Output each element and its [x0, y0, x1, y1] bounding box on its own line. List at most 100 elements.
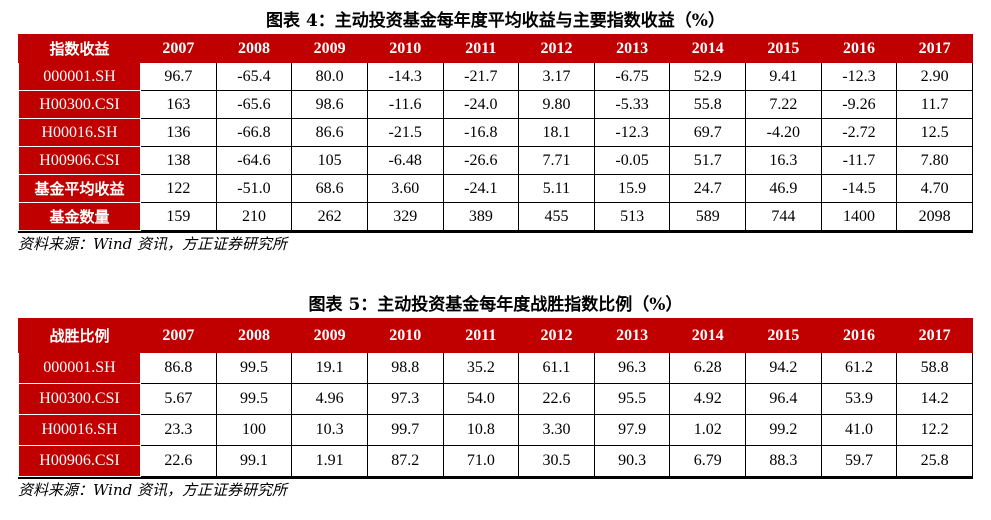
table1-header-year: 2017: [896, 34, 973, 63]
table-cell: -21.5: [366, 118, 444, 147]
table2-header-year: 2008: [215, 318, 293, 353]
table2-header-year: 2009: [291, 318, 368, 353]
table-cell: -4.20: [745, 118, 822, 147]
table-cell: 97.3: [366, 383, 444, 415]
row-label: 000001.SH: [18, 62, 141, 91]
table-cell: 52.9: [669, 62, 746, 91]
table2-header-year: 2014: [669, 318, 746, 353]
table-cell: -14.5: [820, 174, 898, 203]
table-cell: 2098: [896, 202, 973, 231]
table1-block: 图表 4：主动投资基金每年度平均收益与主要指数收益（%） 指数收益 2007 200…: [18, 8, 973, 255]
row-label: H00016.SH: [18, 118, 141, 147]
table-cell: 122: [140, 174, 217, 203]
table-cell: 4.92: [669, 383, 746, 415]
table-cell: 35.2: [442, 352, 520, 384]
table-cell: 513: [593, 202, 671, 231]
table-cell: 99.1: [215, 445, 293, 477]
table-cell: 98.8: [366, 352, 444, 384]
table1-title: 图表 4：主动投资基金每年度平均收益与主要指数收益（%）: [266, 11, 725, 31]
table-cell: 2.90: [896, 62, 973, 91]
table-cell: 86.8: [140, 352, 217, 384]
table2-source: 资料来源：Wind 资讯，方正证券研究所: [18, 477, 973, 501]
table-cell: 159: [140, 202, 217, 231]
table-cell: -9.26: [820, 90, 898, 119]
table-cell: 24.7: [669, 174, 746, 203]
table-cell: 14.2: [896, 383, 973, 415]
table2-header-year: 2011: [442, 318, 520, 353]
table1-header-year: 2010: [366, 34, 444, 63]
table1-header-year: 2008: [215, 34, 293, 63]
table2-header-year: 2007: [140, 318, 217, 353]
table-cell: 22.6: [518, 383, 595, 415]
table-cell: 7.22: [745, 90, 822, 119]
table-cell: 1400: [820, 202, 898, 231]
table-cell: 51.7: [669, 146, 746, 175]
table-cell: 96.7: [140, 62, 217, 91]
row-label: 000001.SH: [18, 352, 141, 384]
table-cell: 7.80: [896, 146, 973, 175]
table-cell: 4.96: [291, 383, 368, 415]
table-cell: 6.28: [669, 352, 746, 384]
table-cell: 744: [745, 202, 822, 231]
table-cell: -21.7: [442, 62, 520, 91]
table-cell: 262: [291, 202, 368, 231]
table-cell: 58.8: [896, 352, 973, 384]
table-cell: 210: [215, 202, 293, 231]
table-row: H00016.SH 136 -66.8 86.6 -21.5 -16.8 18.1 -12.3…: [18, 118, 973, 147]
table-cell: 46.9: [745, 174, 822, 203]
table1-header-year: 2014: [669, 34, 746, 63]
table-cell: 163: [140, 90, 217, 119]
table-cell: 10.8: [442, 414, 520, 446]
table-cell: 59.7: [820, 445, 898, 477]
table-cell: 455: [518, 202, 595, 231]
table-cell: 99.7: [366, 414, 444, 446]
table-cell: -16.8: [442, 118, 520, 147]
table-cell: 138: [140, 146, 217, 175]
table1-header-year: 2015: [745, 34, 822, 63]
table-cell: 105: [291, 146, 368, 175]
table2-header-year: 2010: [366, 318, 444, 353]
table-cell: -6.75: [593, 62, 671, 91]
table-cell: 11.7: [896, 90, 973, 119]
table-cell: 7.71: [518, 146, 595, 175]
table-cell: 69.7: [669, 118, 746, 147]
table1: 指数收益 2007 2008 2009 2010 2011 2012 2013 2014 2015…: [18, 34, 973, 231]
table2-header-year: 2016: [820, 318, 898, 353]
table-cell: -64.6: [215, 146, 293, 175]
table-cell: -24.1: [442, 174, 520, 203]
table-cell: 389: [442, 202, 520, 231]
table1-header-year: 2012: [518, 34, 595, 63]
table-cell: -65.6: [215, 90, 293, 119]
table-cell: 96.4: [745, 383, 822, 415]
table1-header-year: 2013: [593, 34, 671, 63]
table-cell: 53.9: [820, 383, 898, 415]
table-cell: 61.2: [820, 352, 898, 384]
table2-header-year: 2017: [896, 318, 973, 353]
table-cell: -26.6: [442, 146, 520, 175]
table-cell: 4.70: [896, 174, 973, 203]
table-cell: 61.1: [518, 352, 595, 384]
table-row: H00300.CSI 5.67 99.5 4.96 97.3 54.0 22.6 95.5 4.…: [18, 383, 973, 415]
table-cell: 55.8: [669, 90, 746, 119]
table-cell: 88.3: [745, 445, 822, 477]
table-cell: 18.1: [518, 118, 595, 147]
table-cell: 94.2: [745, 352, 822, 384]
table-cell: 19.1: [291, 352, 368, 384]
table-cell: 589: [669, 202, 746, 231]
table-cell: 9.41: [745, 62, 822, 91]
table2-header-label: 战胜比例: [18, 318, 141, 353]
table-cell: -14.3: [366, 62, 444, 91]
table-row: H00300.CSI 163 -65.6 98.6 -11.6 -24.0 9.80 -5.3…: [18, 90, 973, 119]
table1-source: 资料来源：Wind 资讯，方正证券研究所: [18, 231, 973, 255]
table-cell: 329: [366, 202, 444, 231]
table1-header-label: 指数收益: [18, 34, 141, 63]
table-cell: 22.6: [140, 445, 217, 477]
row-label: H00906.CSI: [18, 445, 141, 477]
table-cell: 98.6: [291, 90, 368, 119]
table-cell: -5.33: [593, 90, 671, 119]
table-cell: 90.3: [593, 445, 671, 477]
table-cell: -0.05: [593, 146, 671, 175]
table-row: H00016.SH 23.3 100 10.3 99.7 10.8 3.30 97.9 1.02…: [18, 414, 973, 446]
row-label: H00016.SH: [18, 414, 141, 446]
table2-header-row: 战胜比例 2007 2008 2009 2010 2011 2012 2013 2014 2015…: [18, 318, 973, 353]
